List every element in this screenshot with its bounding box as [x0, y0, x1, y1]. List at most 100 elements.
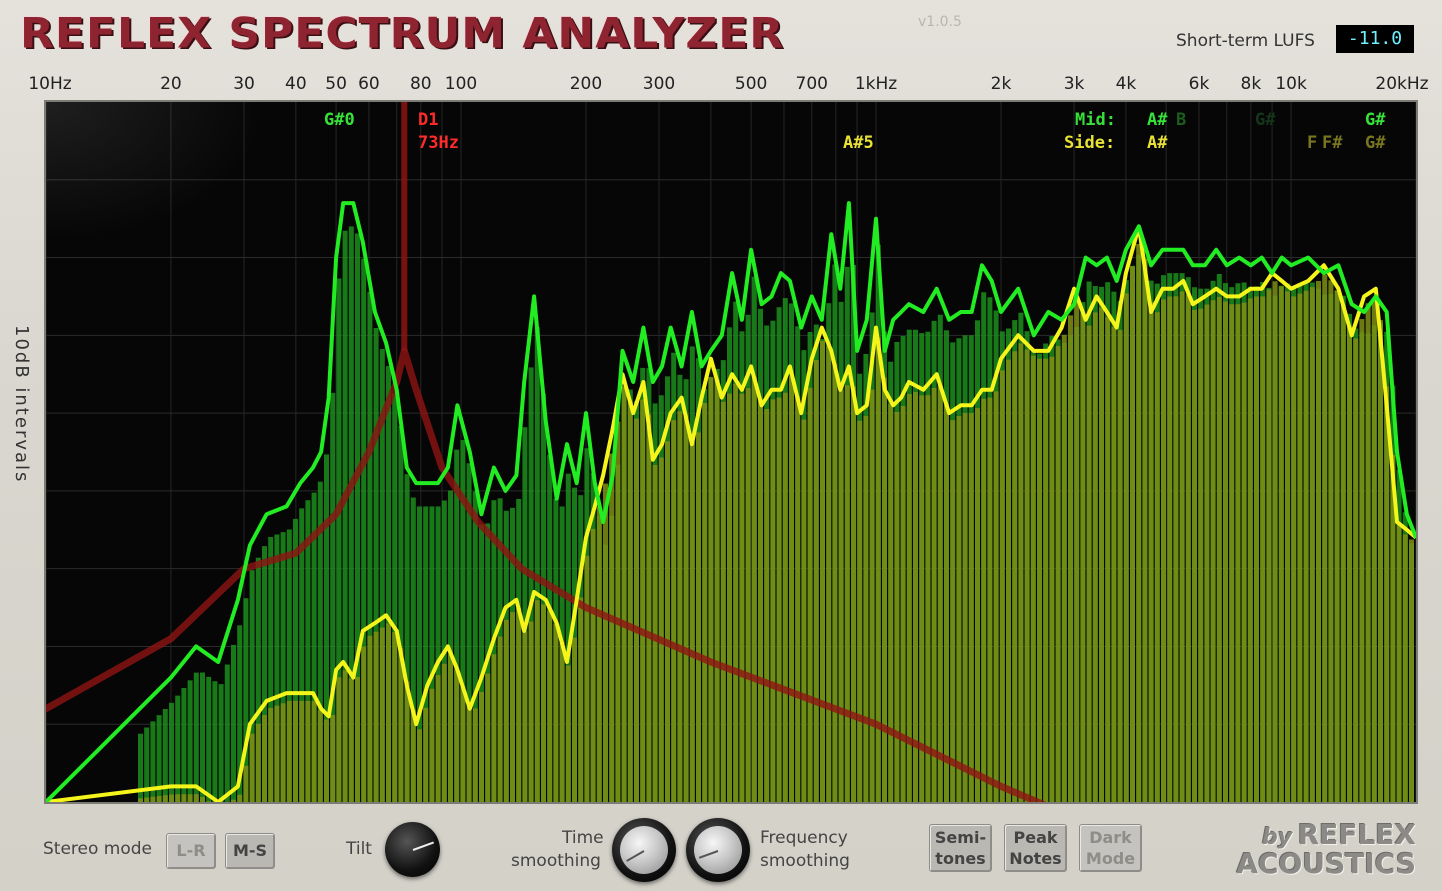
- side-bar: [640, 399, 646, 802]
- side-note-f-sharp: F#: [1322, 133, 1343, 153]
- side-bar: [522, 631, 528, 802]
- mid-bar: [528, 367, 534, 802]
- side-bar: [1291, 296, 1297, 802]
- side-bar: [981, 398, 987, 802]
- mid-bar: [162, 708, 168, 802]
- side-bar: [1278, 286, 1284, 802]
- mid-note-a-sharp: A#: [1147, 110, 1168, 130]
- mid-bar: [144, 727, 150, 802]
- freq-label: 6k: [1188, 74, 1210, 94]
- side-bar: [944, 404, 949, 802]
- side-bar: [844, 385, 850, 802]
- side-bar: [231, 799, 236, 802]
- tilt-knob[interactable]: [385, 822, 440, 877]
- mid-bar: [274, 534, 280, 802]
- frequency-smoothing-knob[interactable]: [686, 818, 750, 882]
- side-bar: [187, 794, 193, 802]
- frequency-smoothing-knob-indicator: [698, 850, 719, 859]
- side-bar: [776, 397, 782, 802]
- spectrum-svg: [46, 102, 1416, 802]
- side-bar: [813, 360, 819, 802]
- side-bar: [243, 765, 249, 802]
- side-bar: [169, 794, 174, 802]
- side-bar: [789, 376, 794, 802]
- side-bar: [150, 796, 156, 802]
- side-bar: [510, 612, 515, 802]
- side-bar: [268, 708, 274, 802]
- side-bar: [541, 604, 546, 802]
- side-label: Side:: [1064, 133, 1116, 153]
- side-bar: [547, 610, 553, 802]
- lufs-label: Short-term LUFS: [1176, 31, 1315, 51]
- mid-bar: [330, 392, 336, 802]
- dark-mode-button[interactable]: Dark Mode: [1079, 824, 1142, 872]
- side-bar: [485, 673, 491, 802]
- semitones-button[interactable]: Semi- tones: [929, 824, 992, 872]
- side-bar: [1068, 315, 1073, 802]
- side-bar: [1309, 287, 1315, 802]
- mid-bar: [311, 492, 317, 802]
- stereo-ms-button[interactable]: M-S: [225, 833, 275, 869]
- side-bar: [156, 796, 162, 802]
- side-bar: [1086, 325, 1092, 802]
- side-bar: [937, 385, 943, 802]
- mid-bar: [280, 532, 286, 802]
- note-label-g-sharp-0: G#0: [324, 110, 355, 130]
- mid-bar: [479, 524, 484, 802]
- side-bar: [448, 654, 453, 802]
- mid-bar: [156, 715, 162, 802]
- mid-bar: [342, 230, 348, 802]
- side-bar: [367, 635, 373, 802]
- note-label-d1: D1: [418, 110, 439, 130]
- mid-curve: [46, 201, 1416, 802]
- freq-label: 30: [233, 74, 255, 94]
- side-bar: [1185, 294, 1191, 802]
- side-bar: [590, 528, 596, 802]
- stereo-lr-button[interactable]: L-R: [166, 833, 216, 869]
- side-bar: [900, 405, 906, 802]
- side-bar: [361, 646, 367, 802]
- side-bar: [1297, 293, 1303, 802]
- mid-label: Mid:: [1075, 110, 1116, 130]
- side-bar: [336, 677, 342, 802]
- plot-gloss: [46, 102, 266, 242]
- freq-label: 10k: [1275, 74, 1307, 94]
- peak-notes-button[interactable]: Peak Notes: [1004, 824, 1067, 872]
- mid-bar: [398, 426, 404, 802]
- side-bar: [999, 370, 1005, 802]
- side-bar: [206, 801, 212, 802]
- freq-label: 40: [285, 74, 307, 94]
- side-bar: [1334, 290, 1340, 802]
- freq-label: 200: [569, 74, 603, 94]
- side-bar: [559, 641, 565, 802]
- side-bar: [925, 395, 931, 802]
- mid-bar: [299, 508, 305, 802]
- time-smoothing-label-1: Time: [562, 828, 604, 848]
- side-bar: [299, 700, 305, 802]
- time-smoothing-knob[interactable]: [612, 818, 676, 882]
- mid-bar: [410, 497, 416, 802]
- side-bar: [851, 386, 856, 802]
- side-bar: [621, 387, 627, 802]
- side-bar: [1303, 290, 1309, 802]
- spectrum-plot[interactable]: G#0 D1 73Hz A#5 Mid: A# B G# G# Side: A#…: [44, 100, 1418, 804]
- mid-bar: [324, 454, 329, 802]
- side-bar: [882, 377, 887, 802]
- side-bar: [720, 401, 726, 802]
- side-bar: [956, 416, 962, 802]
- side-bar: [1285, 291, 1290, 802]
- mid-bar: [231, 644, 236, 802]
- side-bar: [962, 413, 968, 802]
- side-bar: [696, 432, 701, 802]
- mid-bar: [386, 366, 391, 802]
- side-bar: [410, 709, 416, 802]
- side-bar: [348, 678, 354, 802]
- brand-logo: by REFLEX ACOUSTICS: [1236, 818, 1416, 880]
- side-bar: [1204, 304, 1210, 802]
- side-bar: [355, 676, 360, 802]
- side-bar: [503, 619, 509, 802]
- side-bar: [826, 346, 832, 802]
- side-bar: [596, 506, 602, 802]
- freq-label: 1kHz: [854, 74, 898, 94]
- side-bar: [1018, 343, 1024, 802]
